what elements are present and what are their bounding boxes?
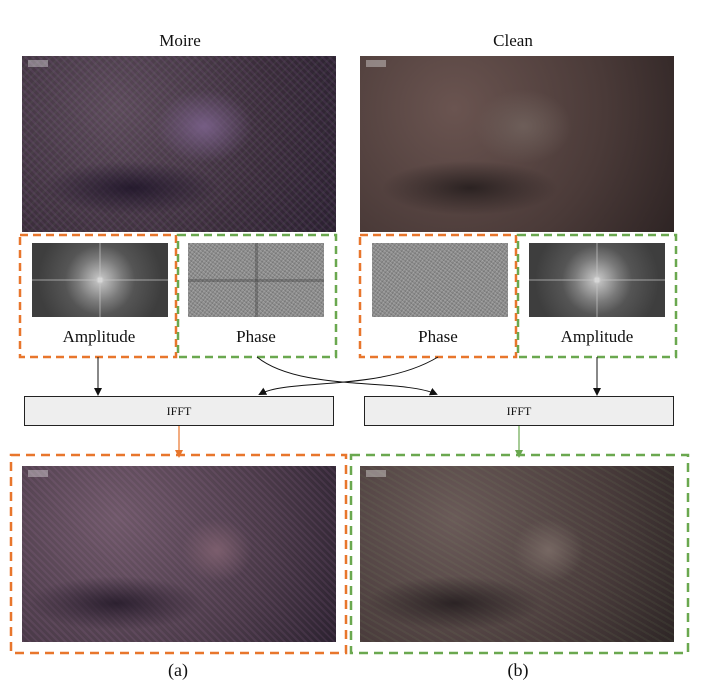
clean-column-title: Clean bbox=[493, 31, 533, 50]
moire-phase-box bbox=[176, 233, 338, 359]
clean-phase-box bbox=[358, 233, 518, 359]
clean-amplitude-spectrum bbox=[529, 243, 665, 317]
panel-label-a: (a) bbox=[168, 660, 188, 680]
moire-phase-label: Phase bbox=[236, 327, 276, 346]
moire-ifft-block: IFFT bbox=[24, 396, 334, 426]
clean-amplitude-label: Amplitude bbox=[560, 327, 634, 346]
output-a-box bbox=[9, 453, 348, 655]
moire-amplitude-spectrum bbox=[32, 243, 168, 317]
moire-phase-spectrum bbox=[188, 243, 324, 317]
broadcaster-logo-icon bbox=[28, 470, 48, 477]
clean-phase-label: Phase bbox=[418, 327, 458, 346]
output-b-box bbox=[349, 453, 690, 655]
clean-ifft-block: IFFT bbox=[364, 396, 674, 426]
moire-input-image bbox=[22, 56, 336, 232]
moire-amplitude-box bbox=[18, 233, 178, 359]
broadcaster-logo-icon bbox=[366, 60, 386, 67]
clean-phase-spectrum bbox=[372, 243, 508, 317]
output-image-b bbox=[360, 466, 674, 642]
moire-amplitude-label: Amplitude bbox=[62, 327, 136, 346]
clean-amplitude-box bbox=[516, 233, 678, 359]
clean-phase-to-ifft-a-arrow bbox=[258, 356, 439, 395]
output-image-a bbox=[22, 466, 336, 642]
broadcaster-logo-icon bbox=[366, 470, 386, 477]
clean-input-image bbox=[360, 56, 674, 232]
moire-column-title: Moire bbox=[159, 31, 201, 50]
moire-phase-to-ifft-b-arrow bbox=[256, 356, 438, 396]
panel-label-b: (b) bbox=[507, 660, 529, 680]
broadcaster-logo-icon bbox=[28, 60, 48, 67]
